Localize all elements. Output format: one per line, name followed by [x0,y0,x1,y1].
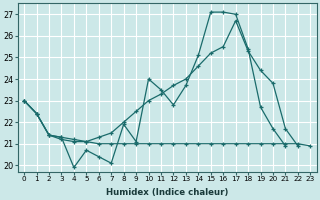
X-axis label: Humidex (Indice chaleur): Humidex (Indice chaleur) [106,188,228,197]
